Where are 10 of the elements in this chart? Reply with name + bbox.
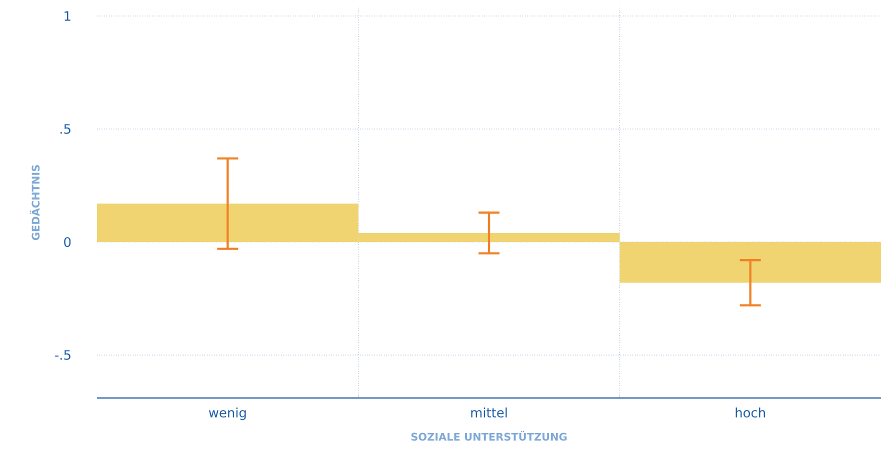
x-tick-label: wenig xyxy=(208,408,246,420)
y-tick-label: 0 xyxy=(64,237,71,247)
y-tick-label: .5 xyxy=(60,124,70,134)
x-tick-label: hoch xyxy=(736,408,765,418)
y-axis-title: GEDÄCHTNIS xyxy=(30,165,40,240)
y-tick-label: 1 xyxy=(64,11,70,21)
y-tick-label: -.5 xyxy=(55,350,70,360)
x-tick-label: mittel xyxy=(471,408,507,418)
bar xyxy=(620,242,881,283)
x-axis-title: SOZIALE UNTERSTÜTZUNG xyxy=(411,430,567,441)
